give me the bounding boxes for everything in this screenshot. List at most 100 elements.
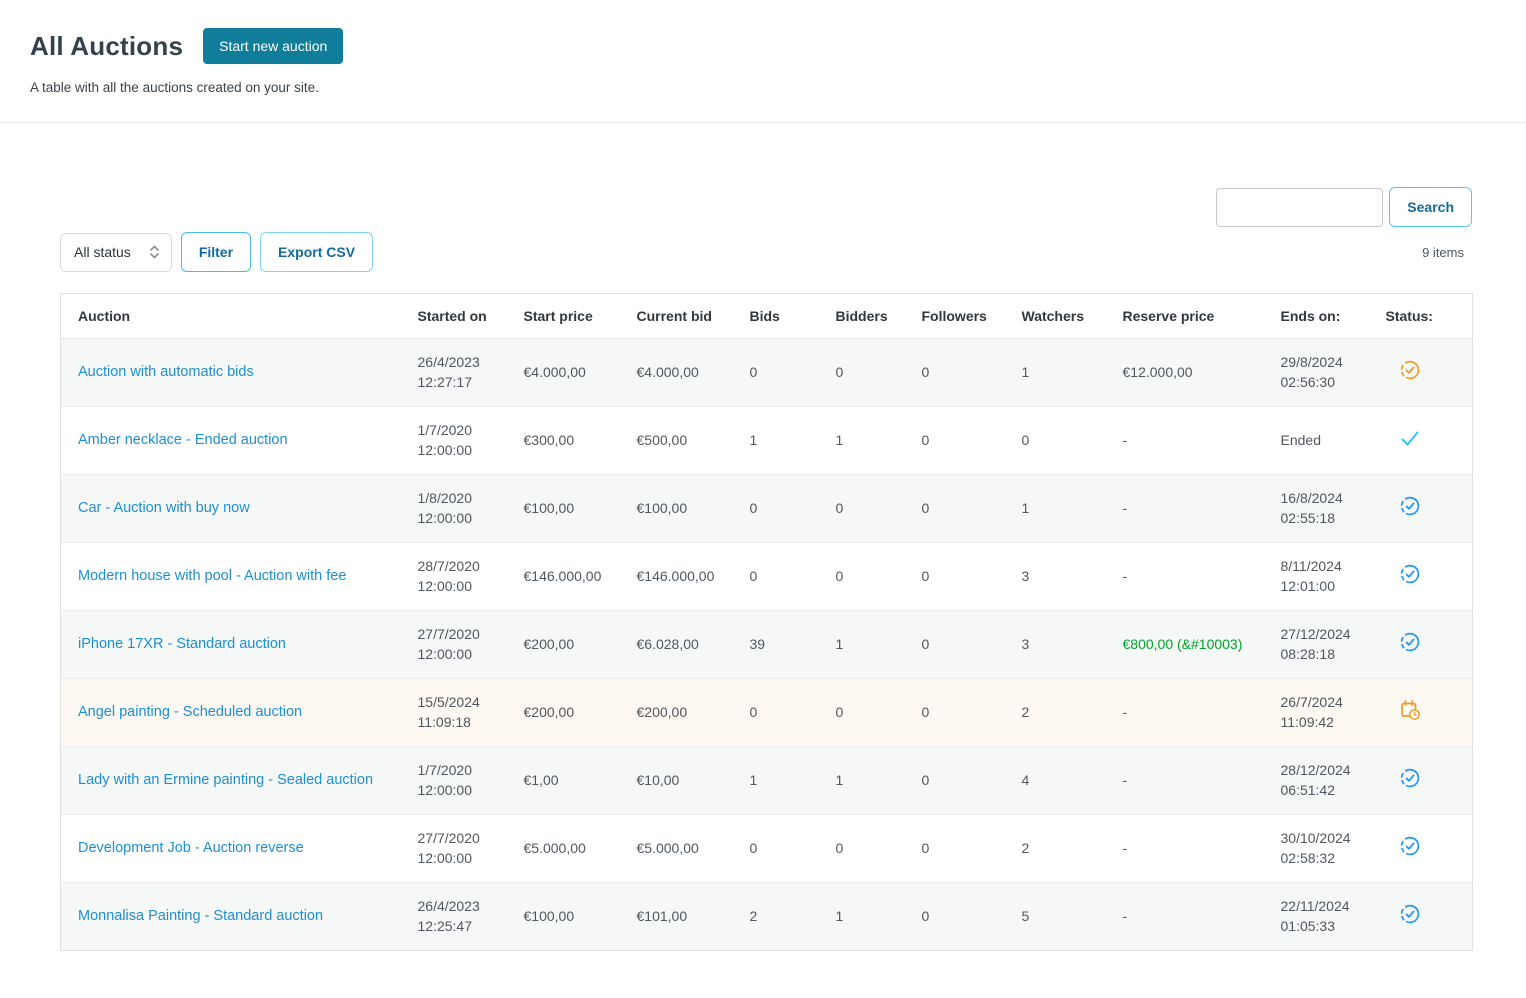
column-header-bids: Bids — [749, 293, 836, 339]
followers-cell: 0 — [921, 907, 930, 924]
table-row: Monnalisa Painting - Standard auction 26/… — [60, 882, 1473, 951]
ends-cell: 29/8/2024 02:56:30 — [1280, 353, 1343, 390]
bids-cell: 0 — [749, 703, 758, 720]
clock-check-icon — [1398, 358, 1422, 382]
auction-title-cell: iPhone 17XR - Standard auction — [61, 611, 418, 679]
status-cell — [1386, 679, 1473, 747]
auction-link[interactable]: Development Job - Auction reverse — [78, 840, 304, 857]
auction-link[interactable]: Car - Auction with buy now — [78, 500, 250, 517]
status-cell — [1386, 815, 1473, 883]
auction-link[interactable]: Amber necklace - Ended auction — [78, 432, 288, 449]
auction-link[interactable]: Lady with an Ermine painting - Sealed au… — [78, 772, 374, 789]
status-cell — [1386, 407, 1473, 475]
bids-cell: 0 — [749, 567, 758, 584]
table-header-row: Auction Started on Start price Current bid B… — [60, 293, 1473, 339]
reserve-cell: - — [1122, 567, 1128, 584]
current-bid-cell: €101,00 — [636, 907, 688, 924]
auction-title-cell: Development Job - Auction reverse — [61, 815, 418, 883]
start-price-cell: €200,00 — [523, 703, 575, 720]
auction-link[interactable]: Monnalisa Painting - Standard auction — [78, 908, 324, 925]
ends-cell: 8/11/2024 12:01:00 — [1280, 557, 1342, 594]
check-icon — [1398, 426, 1422, 450]
bidders-cell: 0 — [835, 499, 844, 516]
watchers-cell: 2 — [1021, 703, 1030, 720]
bids-cell: 39 — [749, 635, 766, 652]
current-bid-cell: €100,00 — [636, 499, 688, 516]
start-price-cell: €1,00 — [523, 771, 559, 788]
start-price-cell: €5.000,00 — [523, 839, 586, 856]
start-price-cell: €300,00 — [523, 431, 575, 448]
table-body: Auction with automatic bids 26/4/2023 12:… — [60, 338, 1473, 951]
status-filter-value: All status — [74, 244, 131, 260]
auction-link[interactable]: Auction with automatic bids — [78, 364, 254, 381]
started-cell: 26/4/2023 12:27:17 — [417, 353, 480, 390]
reserve-cell: €800,00 (&#10003) — [1122, 635, 1243, 652]
ends-cell: 28/12/2024 06:51:42 — [1280, 761, 1351, 798]
current-bid-cell: €6.028,00 — [636, 635, 699, 652]
auction-link[interactable]: iPhone 17XR - Standard auction — [78, 636, 286, 653]
filter-row: All status Filter Export CSV 9 items — [60, 232, 1472, 272]
column-header-followers: Followers — [921, 293, 1022, 339]
main-content: Search All status Filter Export CSV 9 it… — [0, 187, 1526, 981]
search-button[interactable]: Search — [1389, 187, 1472, 227]
clock-check-icon — [1398, 494, 1422, 518]
followers-cell: 0 — [921, 431, 930, 448]
started-cell: 27/7/2020 12:00:00 — [417, 829, 480, 866]
bidders-cell: 1 — [835, 635, 844, 652]
export-csv-button[interactable]: Export CSV — [260, 232, 374, 272]
started-cell: 27/7/2020 12:00:00 — [417, 625, 480, 662]
started-cell: 26/4/2023 12:25:47 — [417, 897, 480, 934]
table-row: Car - Auction with buy now 1/8/2020 12:00… — [60, 474, 1473, 543]
column-header-bidders: Bidders — [835, 293, 922, 339]
start-new-auction-button[interactable]: Start new auction — [203, 28, 344, 64]
watchers-cell: 1 — [1021, 499, 1030, 516]
started-cell: 1/8/2020 12:00:00 — [417, 489, 473, 526]
watchers-cell: 5 — [1021, 907, 1030, 924]
started-cell: 1/7/2020 12:00:00 — [417, 761, 473, 798]
select-chevrons-icon — [149, 244, 160, 260]
auction-title-cell: Auction with automatic bids — [61, 339, 418, 407]
status-cell — [1386, 883, 1473, 951]
ends-cell: 22/11/2024 01:05:33 — [1280, 897, 1350, 934]
table-row: Amber necklace - Ended auction 1/7/2020 1… — [60, 406, 1473, 475]
status-filter-select[interactable]: All status — [60, 232, 172, 272]
followers-cell: 0 — [921, 771, 930, 788]
calendar-clock-icon — [1398, 698, 1422, 722]
table-row: Auction with automatic bids 26/4/2023 12:… — [60, 338, 1473, 407]
followers-cell: 0 — [921, 635, 930, 652]
start-price-cell: €4.000,00 — [523, 363, 586, 380]
watchers-cell: 2 — [1021, 839, 1030, 856]
bidders-cell: 0 — [835, 839, 844, 856]
filter-button[interactable]: Filter — [180, 232, 252, 272]
reserve-cell: €12.000,00 — [1122, 363, 1193, 380]
column-header-reserve-price: Reserve price — [1122, 293, 1281, 339]
reserve-cell: - — [1122, 499, 1128, 516]
ends-cell: Ended — [1280, 431, 1321, 448]
status-cell — [1386, 475, 1473, 543]
watchers-cell: 3 — [1021, 567, 1030, 584]
column-header-watchers: Watchers — [1021, 293, 1123, 339]
auction-title-cell: Modern house with pool - Auction with fe… — [61, 543, 418, 611]
current-bid-cell: €500,00 — [636, 431, 688, 448]
bidders-cell: 0 — [835, 703, 844, 720]
bids-cell: 1 — [749, 431, 758, 448]
table-row: Modern house with pool - Auction with fe… — [60, 542, 1473, 611]
bids-cell: 0 — [749, 499, 758, 516]
reserve-cell: - — [1122, 839, 1128, 856]
clock-check-icon — [1398, 630, 1422, 654]
ends-cell: 16/8/2024 02:55:18 — [1280, 489, 1343, 526]
started-cell: 28/7/2020 12:00:00 — [417, 557, 480, 594]
status-cell — [1386, 747, 1473, 815]
auction-title-cell: Angel painting - Scheduled auction — [61, 679, 418, 747]
search-input[interactable] — [1216, 187, 1384, 227]
column-header-auction: Auction — [60, 293, 418, 339]
auction-title-cell: Lady with an Ermine painting - Sealed au… — [61, 747, 418, 815]
reserve-cell: - — [1122, 907, 1128, 924]
table-row: Lady with an Ermine painting - Sealed au… — [60, 746, 1473, 815]
column-header-current-bid: Current bid — [636, 293, 750, 339]
auction-link[interactable]: Modern house with pool - Auction with fe… — [78, 568, 347, 585]
start-price-cell: €200,00 — [523, 635, 575, 652]
followers-cell: 0 — [921, 839, 930, 856]
clock-check-icon — [1398, 562, 1422, 586]
auction-link[interactable]: Angel painting - Scheduled auction — [78, 704, 303, 721]
